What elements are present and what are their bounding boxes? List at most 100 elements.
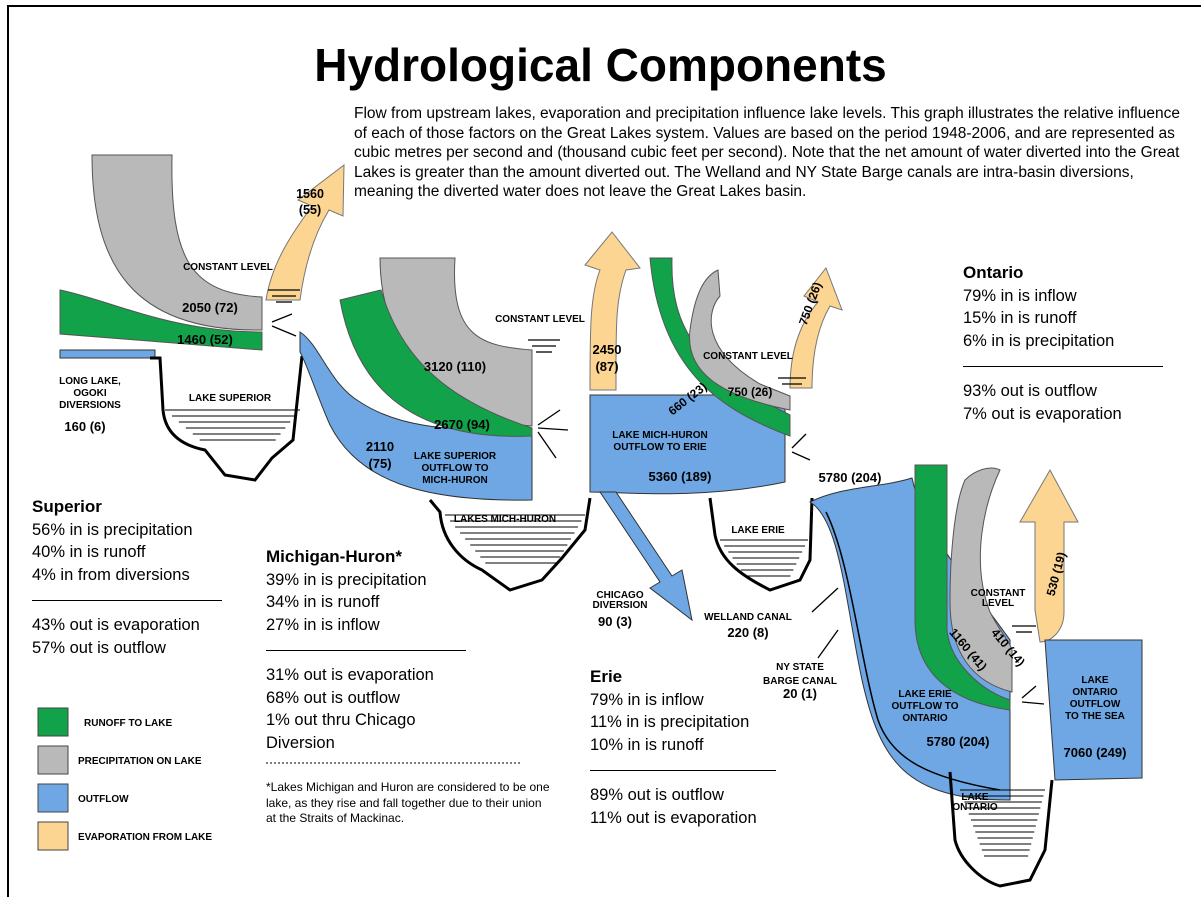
stat-line: 11% in is precipitation	[590, 713, 750, 731]
outflow	[589, 394, 786, 495]
diversion-flow	[599, 491, 693, 622]
footnote: *Lakes Michigan and Huron are considered…	[266, 780, 550, 825]
legend-swatch	[37, 745, 69, 775]
runoff-flow	[649, 257, 791, 437]
flow-label: LAKE SUPERIOR	[189, 393, 272, 404]
stat-line: 39% in is precipitation	[266, 570, 427, 589]
legend-label: EVAPORATION FROM LAKE	[78, 832, 212, 843]
description: Flow from upstream lakes, evaporation an…	[354, 105, 1180, 201]
stat-line: 27% in is inflow	[266, 615, 380, 634]
evaporation-flow	[1019, 468, 1079, 643]
flow-label: LONG LAKE,	[59, 376, 121, 387]
outflow	[299, 331, 533, 501]
outflow	[1044, 639, 1143, 781]
flow-label: 2050 (72)	[182, 300, 238, 315]
outflow	[808, 477, 1011, 801]
flow-label: CONSTANT	[971, 588, 1026, 599]
flow-label: OUTFLOW	[1070, 699, 1121, 710]
legend-swatch	[37, 707, 69, 737]
flow-label: 2450	[593, 342, 622, 357]
runoff-flow	[59, 289, 263, 351]
flow-line	[825, 511, 1001, 791]
lake-basin	[150, 355, 304, 482]
title: Hydrological Components	[314, 39, 887, 91]
lake-basin	[708, 497, 814, 592]
stat-line: 89% out is outflow	[590, 786, 724, 804]
flow-label: LAKE ERIE	[731, 525, 785, 536]
stat-line: 43% out is evaporation	[32, 616, 200, 634]
lake-name: Ontario	[963, 263, 1024, 282]
legend-swatch	[37, 821, 69, 851]
evaporation-flow	[789, 266, 843, 389]
flow-label: 2110	[366, 439, 394, 454]
flow-label: 20 (1)	[783, 686, 817, 701]
stat-line: 40% in is runoff	[32, 543, 146, 561]
evaporation-flow	[265, 163, 345, 301]
flow-label: CONSTANT LEVEL	[495, 314, 585, 325]
precipitation-flow	[91, 154, 263, 331]
flow-label: OUTFLOW TO	[891, 701, 958, 712]
flow-label: (75)	[368, 456, 391, 471]
runoff-flow	[914, 464, 1011, 711]
flow-label: LEVEL	[982, 598, 1014, 609]
divider	[590, 770, 776, 771]
divider	[266, 650, 466, 651]
flow-label: LAKE ERIE	[898, 689, 952, 700]
stat-line: 93% out is outflow	[963, 382, 1097, 400]
flow-label: ONTARIO	[952, 802, 998, 813]
flow-label: CHICAGO	[596, 590, 643, 601]
lake-basin	[948, 771, 1054, 888]
flow-label: LAKE	[1081, 675, 1109, 686]
flow-label: ONTARIO	[902, 713, 948, 724]
flow-label: OGOKI	[73, 388, 107, 399]
lake-name: Michigan-Huron*	[266, 547, 402, 566]
flow-label: 5360 (189)	[649, 469, 712, 484]
flow-label: OUTFLOW TO	[421, 463, 488, 474]
stat-line: 15% in is runoff	[963, 309, 1077, 327]
frame	[7, 5, 1201, 897]
flow-label: 1460 (52)	[177, 332, 233, 347]
flow-label: 5780 (204)	[927, 734, 990, 749]
flow-label: 750 (26)	[728, 385, 773, 399]
precipitation-flow	[949, 467, 1013, 693]
lake-stats: Superior 56% in is precipitation 40% in is…	[32, 496, 222, 659]
lake-name: Erie	[590, 667, 623, 686]
lake-basin	[428, 497, 592, 592]
diversion-flow	[59, 349, 156, 359]
stat-line: 6% in is precipitation	[963, 331, 1115, 350]
flow-label: LAKE	[961, 792, 989, 803]
stat-line: 11% out is evaporation	[590, 808, 757, 827]
legend-swatch	[37, 783, 69, 813]
flow-label: 7060 (249)	[1064, 745, 1127, 760]
flow-label: 5780 (204)	[819, 470, 882, 485]
stat-line: 31% out is evaporation	[266, 666, 434, 684]
runoff-flow	[339, 289, 533, 437]
flow-label: LAKES MICH-HURON	[454, 514, 556, 525]
stat-line: 79% in is inflow	[590, 690, 704, 709]
flow-label: NY STATE	[776, 662, 824, 673]
flow-label: OUTFLOW TO ERIE	[613, 442, 706, 453]
lake-name: Superior	[32, 497, 102, 516]
stat-line: 7% out is evaporation	[963, 404, 1122, 423]
stat-line: 56% in is precipitation	[32, 520, 193, 539]
flow-label: TO THE SEA	[1065, 711, 1125, 722]
flow-label: 3120 (110)	[424, 359, 486, 374]
legend-label: RUNOFF TO LAKE	[84, 718, 172, 729]
flow-label: 160 (6)	[64, 419, 105, 434]
legend-label: OUTFLOW	[78, 794, 129, 805]
divider	[32, 600, 222, 601]
stat-line: 34% in is runoff	[266, 593, 380, 611]
flow-label: 2670 (94)	[434, 417, 490, 432]
stat-line: 57% out is outflow	[32, 638, 166, 657]
flow-label: BARGE CANAL	[763, 676, 837, 687]
legend-label: PRECIPITATION ON LAKE	[78, 756, 202, 767]
flow-label: 1560	[296, 187, 324, 201]
flow-label: 90 (3)	[598, 614, 632, 629]
stat-line: 79% in is inflow	[963, 286, 1077, 305]
flow-label: (55)	[299, 203, 321, 217]
flow-label: MICH-HURON	[422, 475, 488, 486]
divider	[963, 366, 1163, 367]
arrows	[268, 289, 1045, 705]
